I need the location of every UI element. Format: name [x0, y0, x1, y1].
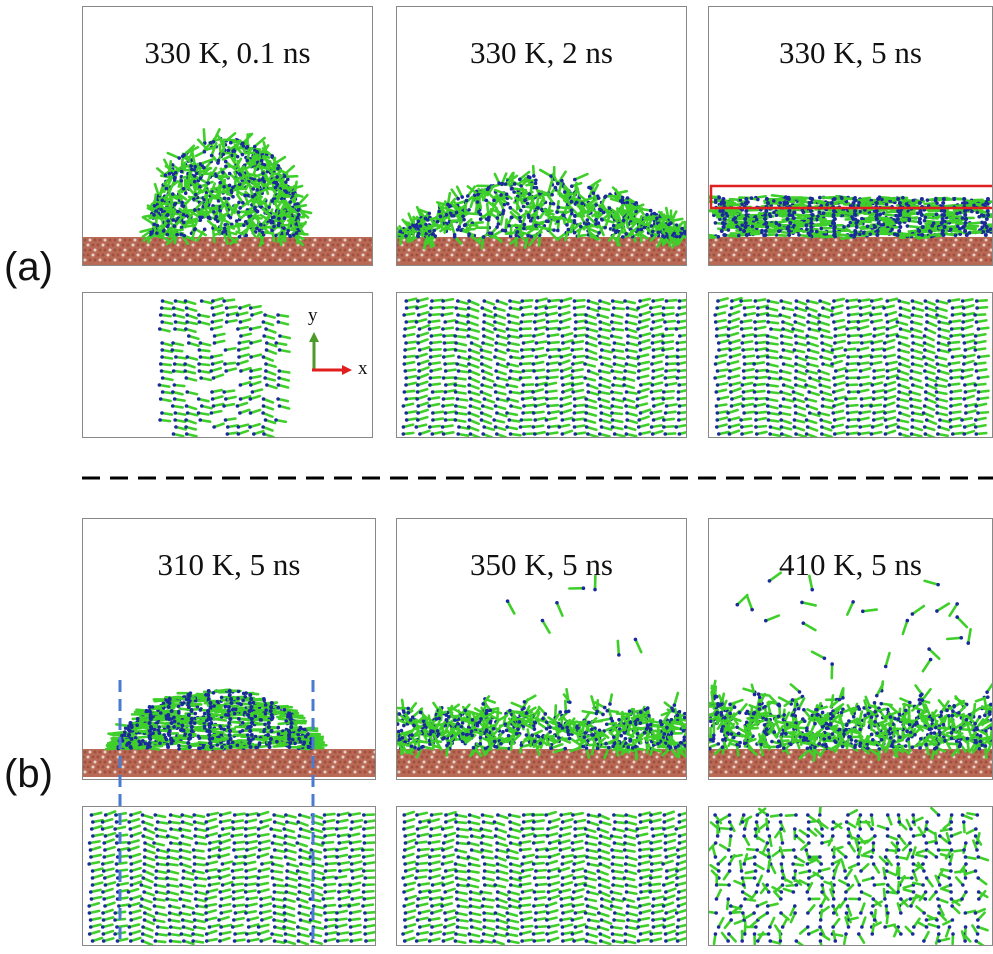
side-view-scene: [397, 574, 686, 777]
top-view-panel-b2: [396, 806, 687, 946]
domain-guide-lines: [118, 680, 315, 946]
panel-title: 330 K, 2 ns: [470, 35, 613, 70]
side-view-scene: [397, 164, 686, 265]
top-view-panel-a3: [708, 292, 993, 438]
top-view-scene: [713, 296, 990, 437]
panel-title: 350 K, 5 ns: [470, 547, 613, 582]
side-view-panel-b1: 310 K, 5 ns: [82, 518, 376, 780]
top-view-panel-a1: [82, 292, 373, 438]
side-view-panel-a3: 330 K, 5 ns: [708, 6, 993, 266]
side-view-panel-b2: 350 K, 5 ns: [396, 518, 687, 780]
row-label-b: (b): [4, 752, 53, 796]
panel-title: 330 K, 0.1 ns: [144, 35, 311, 70]
panel-title: 330 K, 5 ns: [779, 35, 922, 70]
side-view-panel-a1: 330 K, 0.1 ns: [82, 6, 373, 266]
top-view-scene: [709, 807, 990, 945]
panel-title: 310 K, 5 ns: [157, 547, 301, 582]
top-view-scene: [157, 297, 292, 437]
side-view-scene: [83, 128, 372, 265]
top-view-scene: [401, 297, 686, 437]
side-view-scene: [709, 571, 992, 777]
top-view-panel-a2: [396, 292, 687, 438]
axes-indicator: [309, 332, 352, 375]
x-axis-label: x: [358, 358, 368, 379]
side-view-scene: [83, 688, 375, 777]
x-arrow-head: [342, 365, 352, 375]
panel-title: 410 K, 5 ns: [779, 547, 922, 582]
y-arrow-head: [309, 332, 319, 342]
side-view-scene: [709, 184, 992, 265]
y-axis-label: y: [308, 305, 318, 326]
side-view-panel-a2: 330 K, 2 ns: [396, 6, 687, 266]
top-view-panel-b3: [708, 806, 993, 946]
section-divider: [82, 476, 993, 480]
top-view-scene: [401, 810, 686, 945]
side-view-panel-b3: 410 K, 5 ns: [708, 518, 993, 780]
highlight-box: [709, 184, 992, 210]
row-label-a: (a): [4, 245, 53, 289]
